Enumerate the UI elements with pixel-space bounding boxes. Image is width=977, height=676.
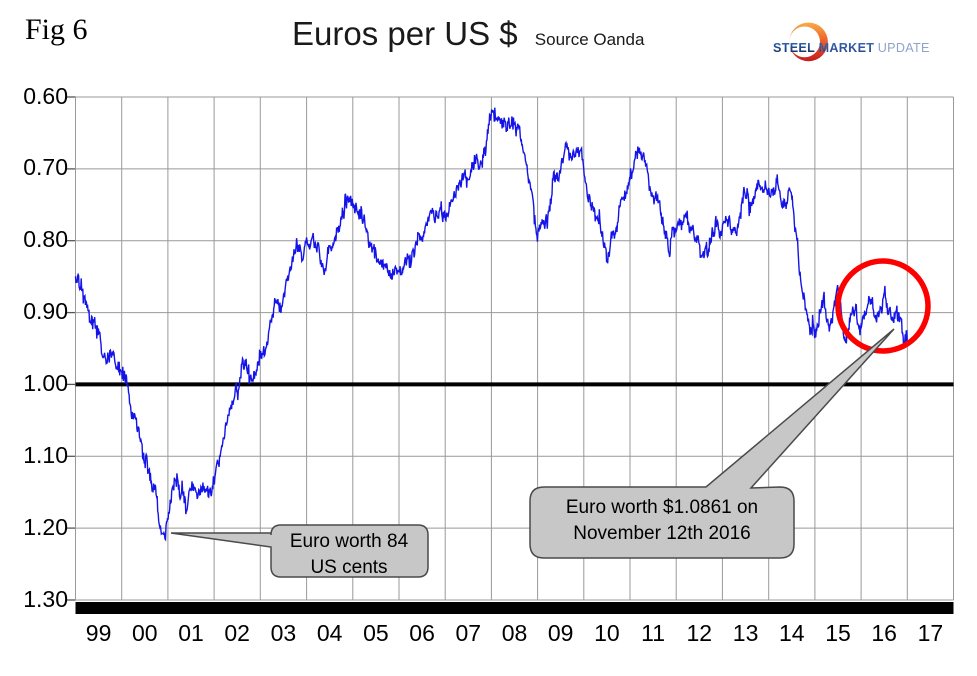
svg-text:Euro worth 84: Euro worth 84 bbox=[290, 531, 409, 552]
svg-text:November 12th 2016: November 12th 2016 bbox=[573, 523, 750, 544]
svg-text:US cents: US cents bbox=[310, 557, 387, 578]
svg-text:Euro worth $1.0861 on: Euro worth $1.0861 on bbox=[566, 497, 758, 518]
